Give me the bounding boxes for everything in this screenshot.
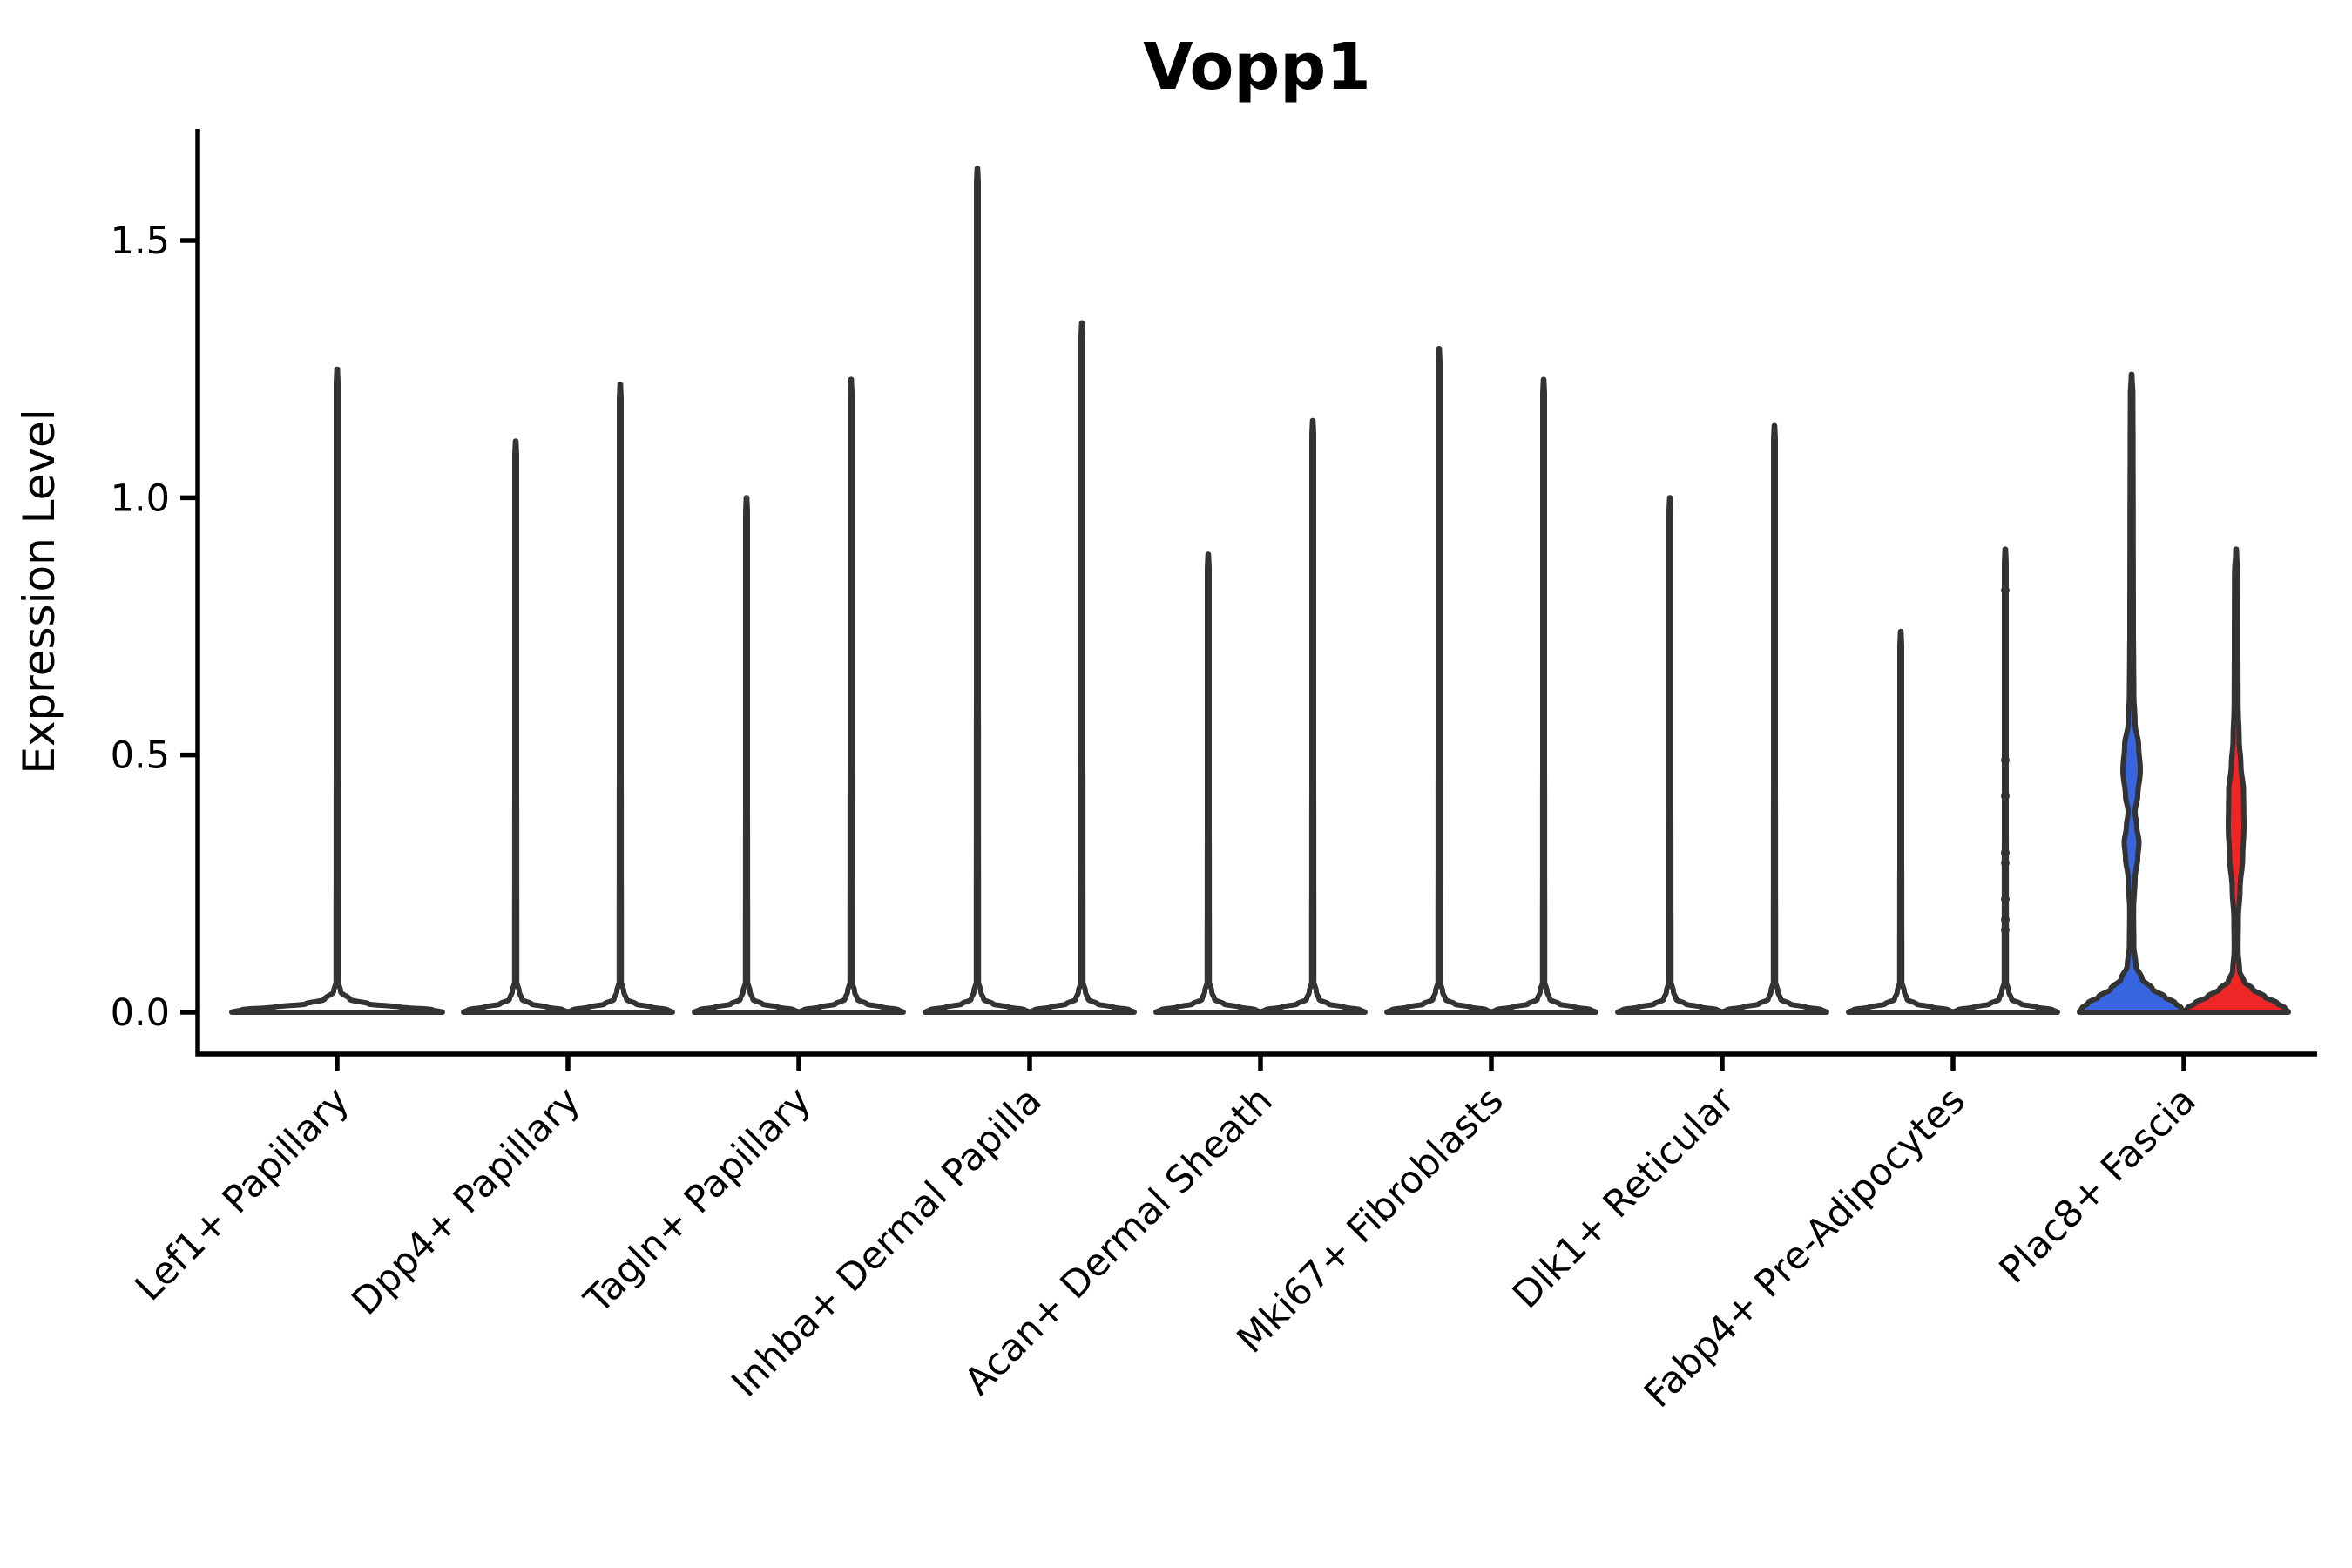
x-tick-label-1: Dpp4+ Papillary (344, 1078, 589, 1323)
violin-8-2 (1950, 546, 2060, 1015)
axes-spines (195, 129, 2317, 1057)
violin-7-1 (1615, 495, 1725, 1015)
violin-2-2 (565, 382, 675, 1015)
x-tick-label-2: Tagln+ Papillary (576, 1078, 820, 1322)
y-tick-label-3: 1.5 (111, 220, 170, 263)
violin-3-2 (796, 376, 906, 1015)
violin-8-2-point-8 (2001, 925, 2010, 935)
violin-6-2 (1489, 376, 1598, 1015)
violin-9-1 (2077, 371, 2186, 1015)
violin-9-2 (2181, 546, 2291, 1015)
violin-8-2-point-1 (2001, 585, 2010, 595)
violin-1-1 (229, 366, 445, 1015)
violin-8-1-point-1 (1897, 752, 1904, 759)
violin-8-1-point-3 (1897, 819, 1904, 825)
x-tick-label-6: Dlk1+ Reticular (1504, 1078, 1743, 1317)
violin-5-2 (1258, 417, 1368, 1015)
violin-8-2-point-7 (2001, 915, 2010, 924)
x-tick-label-5: Mki67+ Fibroblasts (1229, 1078, 1512, 1362)
y-tick-label-2: 1.0 (111, 476, 170, 520)
violin-8-2-point-5 (2001, 858, 2010, 868)
violin-4-1 (923, 166, 1032, 1015)
violins-layer (229, 166, 2291, 1015)
y-axis-label: Expression Level (14, 409, 64, 774)
violin-2-1 (461, 438, 571, 1015)
violin-3-1 (692, 495, 801, 1015)
y-tick-label-0: 0.0 (111, 991, 170, 1035)
violin-8-2-point-3 (2001, 791, 2010, 801)
x-tick-label-8: Plac8+ Fascia (1991, 1078, 2205, 1292)
plot-title: Vopp1 (1143, 30, 1371, 105)
violin-7-2 (1720, 422, 1829, 1015)
violin-4-2 (1027, 320, 1137, 1015)
violin-8-1-point-5 (1897, 896, 1904, 902)
x-tick-label-0: Lef1+ Papillary (127, 1078, 358, 1309)
y-tick-label-1: 0.5 (111, 734, 170, 778)
violin-6-1 (1384, 346, 1494, 1015)
violin-8-2-point-6 (2001, 895, 2010, 904)
violin-8-1-point-6 (1897, 922, 1904, 929)
violin-8-2-point-2 (2001, 755, 2010, 765)
violin-8-2-point-4 (2001, 848, 2010, 857)
violin-5-1 (1153, 551, 1263, 1015)
violin-8-1-point-4 (1897, 855, 1904, 862)
violin-8-1-point-2 (1897, 782, 1904, 789)
